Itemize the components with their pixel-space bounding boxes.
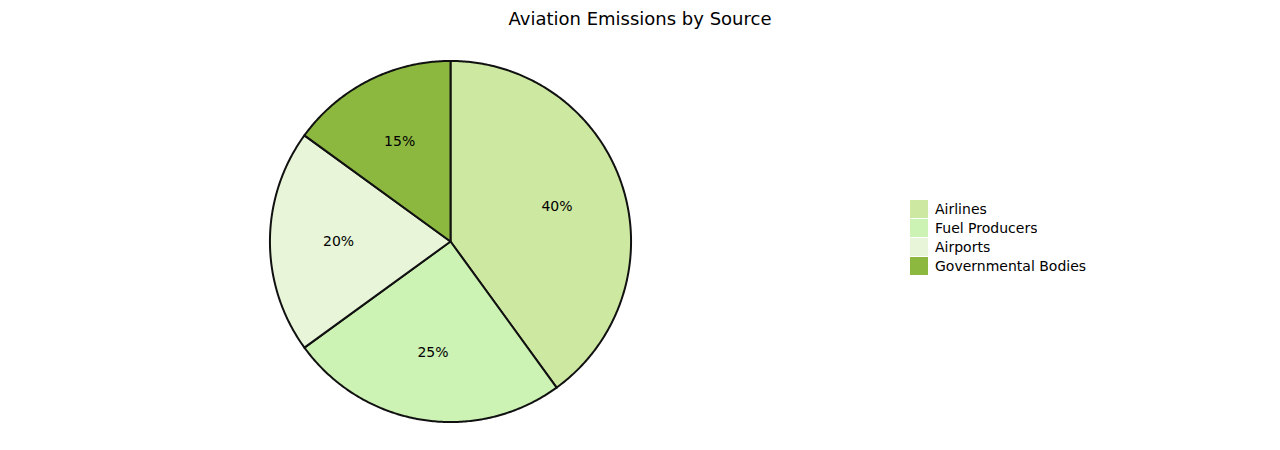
svg-text:40%: 40% <box>541 198 572 214</box>
html-text:Airports: Airports <box>935 238 991 255</box>
svg-text:20%: 20% <box>323 233 354 249</box>
svg-text:25%: 25% <box>417 344 448 360</box>
svg-text:15%: 15% <box>384 133 415 149</box>
html-text:Fuel Producers: Fuel Producers <box>935 219 1038 236</box>
html-text:Governmental Bodies: Governmental Bodies <box>935 257 1087 274</box>
html-text:Aviation Emissions by Source: Aviation Emissions by Source <box>508 8 772 29</box>
html-text:Airlines: Airlines <box>935 200 987 217</box>
